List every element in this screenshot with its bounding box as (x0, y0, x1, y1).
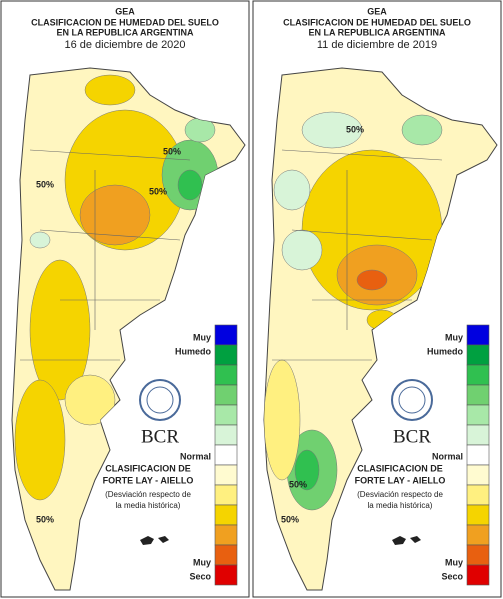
legend-swatch (466, 484, 490, 506)
moisture-area (294, 449, 320, 491)
moisture-area (14, 379, 66, 501)
method-label: CLASIFICACION DE (357, 463, 443, 473)
org-label: GEA (115, 6, 135, 16)
moisture-area (29, 231, 51, 249)
legend-swatch (466, 404, 490, 426)
legend-swatch (214, 524, 238, 546)
moisture-area (64, 374, 116, 426)
legend-swatch (214, 464, 238, 486)
legend-label: Normal (432, 451, 463, 461)
legend-swatch (466, 544, 490, 566)
legend-swatch (214, 424, 238, 446)
moisture-area (79, 184, 151, 246)
legend-label: Humedo (427, 346, 464, 356)
province-borders (20, 149, 191, 361)
legend-swatch (214, 544, 238, 566)
logo-emblem-inner (146, 386, 174, 414)
method-label: FORTE LAY - AIELLO (355, 475, 446, 485)
legend-label: Muy (193, 557, 211, 567)
legend-swatch (466, 504, 490, 526)
legend-swatch (466, 364, 490, 386)
legend-swatch (214, 324, 238, 346)
moisture-area (29, 259, 91, 401)
method-label: FORTE LAY - AIELLO (103, 475, 194, 485)
logo-emblem-inner (398, 386, 426, 414)
org-label: GEA (367, 6, 387, 16)
legend-swatch (214, 404, 238, 426)
legend-swatch (466, 564, 490, 586)
contour-label: 50% (36, 179, 54, 189)
moisture-area (84, 74, 136, 106)
contour-label: 50% (281, 514, 299, 524)
contour-label: 50% (36, 514, 54, 524)
moisture-areas (264, 111, 443, 511)
legend-swatch (466, 324, 490, 346)
moisture-area (401, 114, 443, 146)
legend-swatch (214, 444, 238, 466)
moisture-area (281, 229, 323, 271)
legend-swatch (214, 384, 238, 406)
logo-text: BCR (141, 426, 179, 447)
legend-label: Muy (193, 332, 211, 342)
moisture-area (301, 111, 363, 149)
legend-label: Seco (441, 571, 463, 581)
moisture-area (177, 169, 203, 201)
province-borders (272, 149, 443, 361)
legend-swatch (466, 464, 490, 486)
method-note: (Desviación respecto de (105, 490, 191, 499)
legend-swatch (466, 524, 490, 546)
contour-label: 50% (163, 146, 181, 156)
logo-emblem (391, 379, 433, 421)
method-note: la media histórica) (116, 501, 181, 510)
map-title: EN LA REPUBLICA ARGENTINA (309, 27, 447, 37)
islands (140, 536, 169, 545)
logo-emblem (139, 379, 181, 421)
moisture-area (273, 169, 311, 211)
moisture-area (264, 359, 301, 481)
logo-text: BCR (393, 426, 431, 447)
islands (392, 536, 421, 545)
legend-label: Humedo (175, 346, 212, 356)
contour-label: 50% (289, 479, 307, 489)
method-note: la media histórica) (368, 501, 433, 510)
legend-label: Seco (189, 571, 211, 581)
legend-swatch (214, 504, 238, 526)
method-label: CLASIFICACION DE (105, 463, 191, 473)
contour-label: 50% (346, 124, 364, 134)
legend-swatch (466, 424, 490, 446)
method-note: (Desviación respecto de (357, 490, 443, 499)
map-title: CLASIFICACION DE HUMEDAD DEL SUELO (31, 17, 219, 27)
legend-swatch (466, 344, 490, 366)
legend-swatch (214, 344, 238, 366)
legend-swatch (466, 444, 490, 466)
moisture-area (356, 269, 388, 291)
legend-label: Muy (445, 557, 463, 567)
map-date: 16 de diciembre de 2020 (64, 39, 185, 51)
map-title: EN LA REPUBLICA ARGENTINA (57, 27, 195, 37)
contour-label: 50% (149, 186, 167, 196)
map-date: 11 de diciembre de 2019 (317, 39, 437, 51)
legend-label: Normal (180, 451, 211, 461)
legend-swatch (214, 364, 238, 386)
map-title: CLASIFICACION DE HUMEDAD DEL SUELO (283, 17, 471, 27)
legend-swatch (466, 384, 490, 406)
legend-swatch (214, 484, 238, 506)
legend-swatch (214, 564, 238, 586)
legend-label: Muy (445, 332, 463, 342)
